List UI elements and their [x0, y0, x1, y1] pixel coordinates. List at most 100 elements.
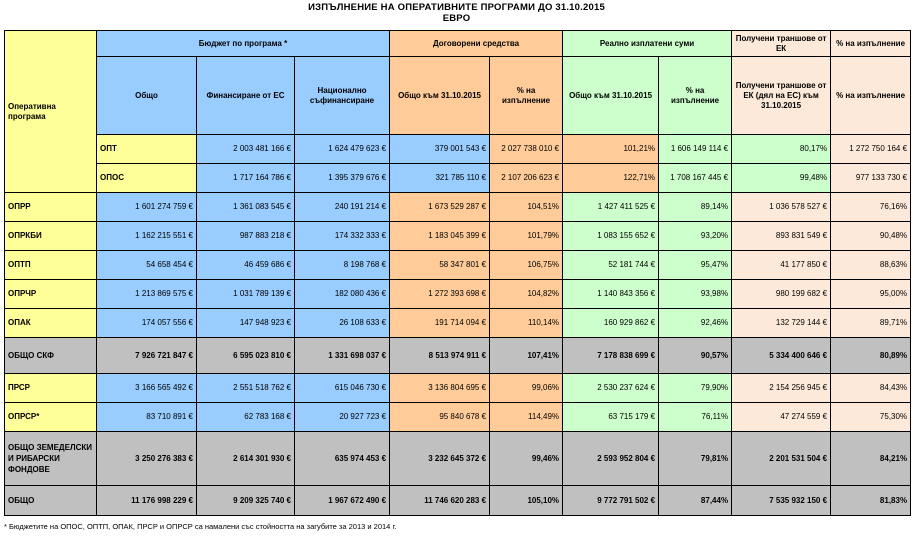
cell-contracted: 8 513 974 911 € — [389, 337, 491, 374]
cell-paid: 1 606 149 114 € — [658, 134, 733, 164]
cell-paid-pct: 93,98% — [658, 279, 733, 309]
cell-ec: 2 154 256 945 € — [731, 373, 832, 403]
cell-paid-pct: 76,11% — [658, 402, 733, 432]
cell-paid: 63 715 179 € — [562, 402, 660, 432]
program-name-cell: ОПТП — [4, 250, 97, 280]
header-row-columns: Общо Финансиране от ЕС Национално съфина… — [5, 56, 912, 135]
cell-ec: 2 201 531 504 € — [731, 431, 832, 486]
table-total-row: ОБЩО ЗЕМЕДЕЛСКИ И РИБАРСКИ ФОНДОВЕ 3 250 … — [4, 431, 912, 486]
table-row: ОПТП 54 658 454 €46 459 686 €8 198 768 € 5… — [4, 250, 912, 280]
header-eu-financing: Финансиране от ЕС — [196, 56, 295, 135]
table-row: ОПАК 174 057 556 €147 948 923 €26 108 633… — [4, 308, 912, 338]
cell-ec: 47 274 559 € — [731, 402, 832, 432]
table-row: ОПРР 1 601 274 759 €1 361 083 545 €240 19… — [4, 192, 912, 222]
cell-contracted-pct: 105,10% — [489, 485, 564, 516]
cell-eu: 1 624 479 623 € — [293, 134, 391, 164]
cell-total: 7 926 721 847 € — [96, 337, 197, 374]
cell-contracted: 2 027 738 010 € — [489, 134, 564, 164]
table-body: Оперативна програма Бюджет по програма *… — [4, 30, 912, 516]
cell-ec: 5 334 400 646 € — [731, 337, 832, 374]
header-total: Общо — [96, 56, 197, 135]
cell-ec: 132 729 144 € — [731, 308, 832, 338]
cell-national: 1 967 672 490 € — [293, 485, 391, 516]
table-row: ПРСР 3 166 565 492 €2 551 518 762 €615 04… — [4, 373, 912, 403]
cell-total: 2 003 481 166 € — [196, 134, 295, 164]
cell-ec-pct: 81,83% — [830, 485, 912, 516]
program-name-cell: ОПАК — [4, 308, 97, 338]
header-contracted-pct: % на изпълнение — [489, 56, 564, 135]
cell-ec-pct: 84,43% — [830, 373, 912, 403]
header-national: Национално съфинансиране — [293, 56, 391, 135]
cell-contracted-pct: 104,51% — [489, 192, 564, 222]
cell-ec-pct: 76,16% — [830, 192, 912, 222]
cell-contracted-pct: 114,49% — [489, 402, 564, 432]
program-name-cell: ОПРЧР — [4, 279, 97, 309]
program-name-cell: ОПРР — [4, 192, 97, 222]
cell-eu: 9 209 325 740 € — [196, 485, 295, 516]
cell-total: 11 176 998 229 € — [96, 485, 197, 516]
cell-contracted: 1 673 529 287 € — [389, 192, 491, 222]
cell-paid: 1 708 167 445 € — [658, 163, 733, 193]
cell-paid: 1 140 843 356 € — [562, 279, 660, 309]
program-name-cell: ОБЩО СКФ — [4, 337, 97, 374]
cell-total: 3 250 276 383 € — [96, 431, 197, 486]
cell-ec-pct: 80,89% — [830, 337, 912, 374]
header-ec-pct-group: % на изпълнение — [830, 30, 912, 57]
cell-national: 240 191 214 € — [293, 192, 391, 222]
cell-total: 1 162 215 551 € — [96, 221, 197, 251]
cell-national: 26 108 633 € — [293, 308, 391, 338]
cell-ec-pct: 84,21% — [830, 431, 912, 486]
cell-eu: 987 883 218 € — [196, 221, 295, 251]
cell-ec-pct: 89,71% — [830, 308, 912, 338]
table-row: ОПРСР* 83 710 891 €62 783 168 €20 927 723… — [4, 402, 912, 432]
header-paid-pct: % на изпълнение — [658, 56, 733, 135]
cell-contracted-pct: 99,46% — [489, 431, 564, 486]
cell-contracted: 191 714 094 € — [389, 308, 491, 338]
cell-ec: 980 199 682 € — [731, 279, 832, 309]
currency-subtitle: ЕВРО — [442, 13, 471, 24]
cell-paid-pct: 87,44% — [658, 485, 733, 516]
cell-ec: 977 133 730 € — [830, 163, 912, 193]
cell-ec-pct: 95,00% — [830, 279, 912, 309]
cell-contracted: 11 746 620 283 € — [389, 485, 491, 516]
header-budget-group: Бюджет по програма * — [95, 30, 391, 57]
table-row: ОПРЧР 1 213 869 575 €1 031 789 139 €182 0… — [4, 279, 912, 309]
cell-paid-pct: 99,48% — [731, 163, 832, 193]
cell-contracted-pct: 107,41% — [489, 337, 564, 374]
program-name-cell: ОПРСР* — [4, 402, 97, 432]
cell-paid: 52 181 744 € — [562, 250, 660, 280]
program-name-cell: ОПРКБИ — [4, 221, 97, 251]
footnote: * Бюджетите на ОПОС, ОПТП, ОПАК, ПРСР и … — [4, 522, 397, 531]
cell-paid: 2 593 952 804 € — [562, 431, 660, 486]
header-ec-received: Получени траншове от ЕК (дял на ЕС) към … — [731, 56, 832, 135]
cell-ec: 41 177 850 € — [731, 250, 832, 280]
cell-eu: 1 031 789 139 € — [196, 279, 295, 309]
cell-ec-pct: 88,63% — [830, 250, 912, 280]
cell-total: 54 658 454 € — [96, 250, 197, 280]
cell-ec-pct: 90,48% — [830, 221, 912, 251]
cell-contracted-pct: 101,79% — [489, 221, 564, 251]
cell-contracted: 1 183 045 399 € — [389, 221, 491, 251]
cell-contracted: 3 232 645 372 € — [389, 431, 491, 486]
cell-total: 1 717 164 786 € — [196, 163, 295, 193]
table-total-row: ОБЩО СКФ 7 926 721 847 €6 595 023 810 €1 … — [4, 337, 912, 374]
cell-eu: 46 459 686 € — [196, 250, 295, 280]
table-row: ОПРКБИ 1 162 215 551 €987 883 218 €174 33… — [4, 221, 912, 251]
cell-paid-pct: 89,14% — [658, 192, 733, 222]
program-name-cell: ОПОС — [96, 163, 197, 193]
cell-eu: 2 614 301 930 € — [196, 431, 295, 486]
cell-total: 1 601 274 759 € — [96, 192, 197, 222]
cell-ec: 7 535 932 150 € — [731, 485, 832, 516]
header-paid-total: Общо към 31.10.2015 — [562, 56, 660, 135]
cell-paid-pct: 92,46% — [658, 308, 733, 338]
table-row: ОПОС 1 717 164 786 €1 395 379 676 €321 78… — [5, 163, 912, 193]
program-name-cell: ПРСР — [4, 373, 97, 403]
operational-programs-table: Оперативна програма Бюджет по програма *… — [4, 30, 912, 516]
cell-national: 635 974 453 € — [293, 431, 391, 486]
program-name-cell: ОБЩО — [4, 485, 97, 516]
cell-contracted-pct: 110,14% — [489, 308, 564, 338]
cell-national: 8 198 768 € — [293, 250, 391, 280]
header-row-groups: Оперативна програма Бюджет по програма *… — [4, 30, 912, 193]
cell-national: 1 331 698 037 € — [293, 337, 391, 374]
cell-national: 379 001 543 € — [389, 134, 491, 164]
